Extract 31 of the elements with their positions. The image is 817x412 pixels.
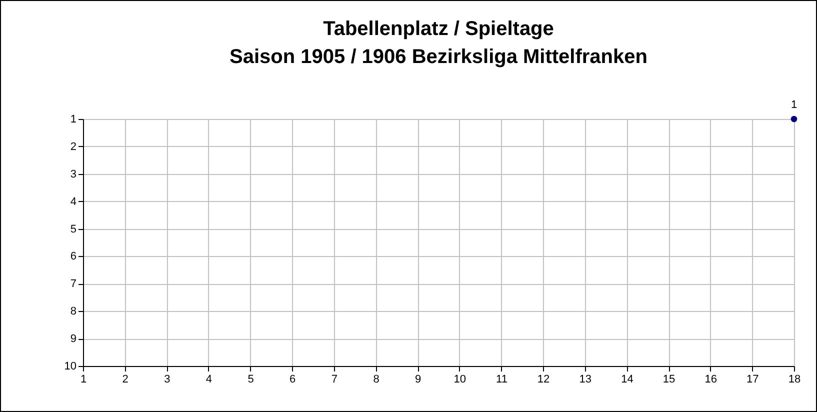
x-tick-label: 9	[415, 374, 422, 386]
x-tick-label: 12	[537, 374, 550, 386]
data-label: 1	[790, 99, 798, 111]
x-tick-label: 2	[122, 374, 128, 386]
chart-subtitle: Saison 1905 / 1906 Bezirksliga Mittelfranken	[230, 46, 648, 68]
x-tick-label: 13	[579, 374, 592, 386]
y-tick-label: 3	[70, 168, 76, 180]
chart-title: Tabellenplatz / Spieltage	[323, 18, 554, 40]
y-tick-label: 2	[70, 140, 76, 153]
x-tick-label: 6	[290, 374, 296, 386]
x-tick-label: 7	[331, 374, 338, 386]
y-tick-label: 7	[70, 278, 76, 290]
x-tick-label: 1	[80, 374, 87, 386]
y-tick-label: 4	[70, 196, 76, 208]
x-tick-label: 16	[704, 374, 717, 386]
x-tick-label: 4	[206, 374, 212, 386]
x-tick-label: 15	[662, 374, 676, 386]
x-tick-label: 8	[373, 374, 380, 386]
y-tick-label: 8	[70, 306, 76, 318]
y-tick-label: 5	[70, 223, 76, 236]
x-tick-label: 5	[248, 374, 254, 386]
y-tick-label: 10	[64, 360, 76, 372]
x-tick-label: 11	[496, 374, 508, 386]
x-tick-label: 14	[621, 374, 634, 386]
x-tick-label: 18	[788, 374, 801, 386]
x-tick-label: 17	[746, 374, 759, 386]
y-tick-label: 9	[70, 333, 76, 346]
x-tick-label: 10	[454, 374, 466, 386]
y-tick-label: 1	[70, 114, 76, 126]
y-tick-label: 6	[70, 250, 76, 263]
x-tick-label: 3	[164, 374, 170, 386]
